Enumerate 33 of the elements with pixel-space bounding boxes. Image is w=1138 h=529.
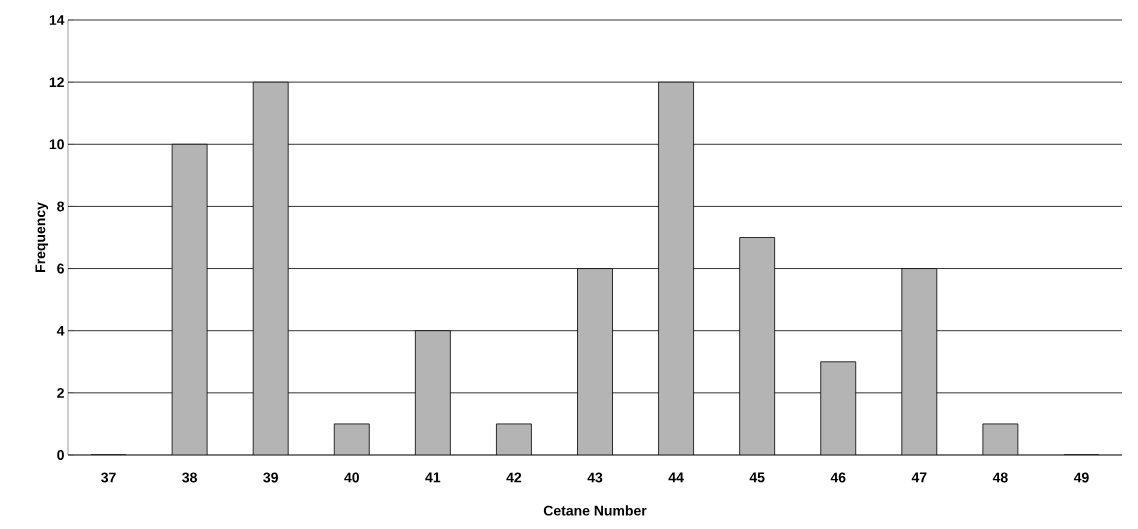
x-tick-label: 45 bbox=[749, 472, 765, 483]
bar bbox=[414, 330, 451, 455]
bar bbox=[496, 423, 532, 455]
x-tick-label: 46 bbox=[830, 472, 846, 483]
y-tick-label: 14 bbox=[49, 15, 65, 25]
y-tick-label: 2 bbox=[57, 387, 64, 398]
x-tick-label: 40 bbox=[344, 472, 359, 483]
x-tick-label: 49 bbox=[1073, 472, 1089, 483]
x-tick-label: 42 bbox=[506, 472, 522, 483]
x-tick-label: 37 bbox=[101, 472, 116, 483]
x-tick-label: 38 bbox=[182, 472, 197, 483]
bar bbox=[171, 143, 208, 455]
bar bbox=[658, 81, 694, 455]
x-tick-label: 43 bbox=[587, 472, 603, 483]
bar bbox=[739, 237, 776, 455]
x-tick-label: 39 bbox=[263, 472, 278, 483]
y-axis-title: Frequency bbox=[35, 202, 49, 272]
bar bbox=[820, 361, 857, 455]
y-tick-label: 12 bbox=[49, 77, 64, 88]
bar bbox=[252, 81, 289, 455]
bar bbox=[333, 423, 370, 455]
x-tick-label: 41 bbox=[425, 472, 441, 483]
bar bbox=[577, 268, 613, 455]
y-tick-label: 6 bbox=[57, 263, 64, 274]
y-tick-label: 4 bbox=[56, 325, 65, 336]
y-tick-label: 8 bbox=[57, 201, 65, 212]
x-tick-label: 44 bbox=[668, 472, 684, 483]
y-tick-label: 10 bbox=[49, 139, 64, 150]
bar bbox=[901, 268, 938, 455]
x-axis-title: Cetane Number bbox=[543, 505, 647, 516]
x-tick-label: 48 bbox=[992, 472, 1008, 483]
x-tick-label: 47 bbox=[911, 472, 927, 483]
y-tick-label: 0 bbox=[57, 450, 64, 460]
